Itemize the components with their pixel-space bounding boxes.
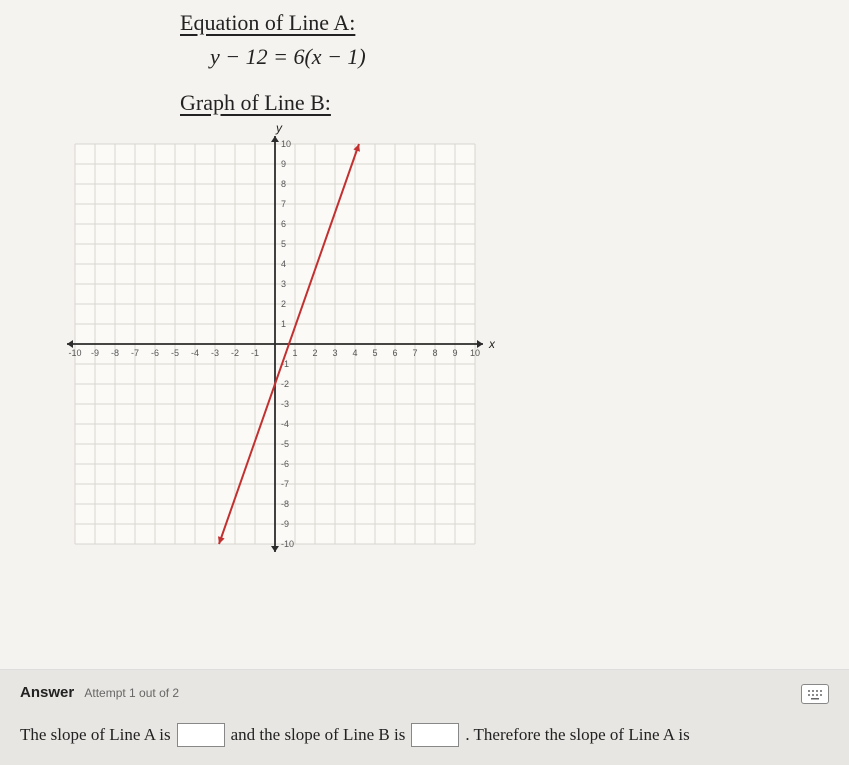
slope-a-input[interactable] bbox=[177, 723, 225, 747]
attempt-text: Attempt 1 out of 2 bbox=[84, 686, 179, 700]
slope-b-input[interactable] bbox=[411, 723, 459, 747]
svg-text:-1: -1 bbox=[251, 348, 259, 358]
svg-text:-3: -3 bbox=[281, 399, 289, 409]
svg-text:-6: -6 bbox=[281, 459, 289, 469]
svg-text:-9: -9 bbox=[91, 348, 99, 358]
svg-text:4: 4 bbox=[352, 348, 357, 358]
svg-text:-10: -10 bbox=[68, 348, 81, 358]
svg-text:1: 1 bbox=[281, 319, 286, 329]
svg-text:-7: -7 bbox=[131, 348, 139, 358]
svg-text:2: 2 bbox=[281, 299, 286, 309]
answer-section: Answer Attempt 1 out of 2 The slope of L… bbox=[0, 669, 849, 765]
svg-text:-4: -4 bbox=[281, 419, 289, 429]
svg-text:9: 9 bbox=[452, 348, 457, 358]
svg-text:-8: -8 bbox=[111, 348, 119, 358]
svg-text:2: 2 bbox=[312, 348, 317, 358]
svg-text:6: 6 bbox=[281, 219, 286, 229]
svg-text:-3: -3 bbox=[211, 348, 219, 358]
svg-text:10: 10 bbox=[470, 348, 480, 358]
graph-container: -10 -9 -8 -7 -6 -5 -4 -3 -2 -1 1 2 3 4 5 6 7 8 9 10 10 9 8 7 6 5 4… bbox=[55, 124, 849, 569]
svg-text:-2: -2 bbox=[281, 379, 289, 389]
svg-text:-6: -6 bbox=[151, 348, 159, 358]
svg-text:-9: -9 bbox=[281, 519, 289, 529]
svg-text:y: y bbox=[275, 124, 283, 135]
svg-text:-5: -5 bbox=[281, 439, 289, 449]
answer-label: Answer bbox=[20, 684, 74, 701]
svg-text:7: 7 bbox=[412, 348, 417, 358]
svg-text:-10: -10 bbox=[281, 539, 294, 549]
svg-text:1: 1 bbox=[292, 348, 297, 358]
svg-text:x: x bbox=[488, 337, 495, 351]
svg-text:5: 5 bbox=[372, 348, 377, 358]
answer-header: Answer Attempt 1 out of 2 bbox=[20, 684, 829, 701]
heading-line-a: Equation of Line A: bbox=[180, 10, 849, 36]
svg-text:-5: -5 bbox=[171, 348, 179, 358]
svg-text:8: 8 bbox=[432, 348, 437, 358]
answer-text-2: and the slope of Line B is bbox=[231, 725, 406, 745]
svg-text:5: 5 bbox=[281, 239, 286, 249]
heading-line-b: Graph of Line B: bbox=[180, 90, 849, 116]
svg-text:-4: -4 bbox=[191, 348, 199, 358]
svg-text:6: 6 bbox=[392, 348, 397, 358]
svg-text:8: 8 bbox=[281, 179, 286, 189]
keypad-icon[interactable] bbox=[801, 684, 829, 704]
answer-sentence: The slope of Line A is and the slope of … bbox=[20, 723, 829, 747]
svg-text:-2: -2 bbox=[231, 348, 239, 358]
answer-text-1: The slope of Line A is bbox=[20, 725, 171, 745]
svg-text:-8: -8 bbox=[281, 499, 289, 509]
svg-text:4: 4 bbox=[281, 259, 286, 269]
svg-text:3: 3 bbox=[332, 348, 337, 358]
svg-text:3: 3 bbox=[281, 279, 286, 289]
line-b-graph: -10 -9 -8 -7 -6 -5 -4 -3 -2 -1 1 2 3 4 5 6 7 8 9 10 10 9 8 7 6 5 4… bbox=[55, 124, 495, 564]
svg-text:9: 9 bbox=[281, 159, 286, 169]
problem-content: Equation of Line A: y − 12 = 6(x − 1) Gr… bbox=[0, 0, 849, 569]
answer-text-3: . Therefore the slope of Line A is bbox=[465, 725, 689, 745]
svg-text:7: 7 bbox=[281, 199, 286, 209]
equation-line-a: y − 12 = 6(x − 1) bbox=[210, 44, 849, 70]
svg-text:10: 10 bbox=[281, 139, 291, 149]
svg-text:-7: -7 bbox=[281, 479, 289, 489]
